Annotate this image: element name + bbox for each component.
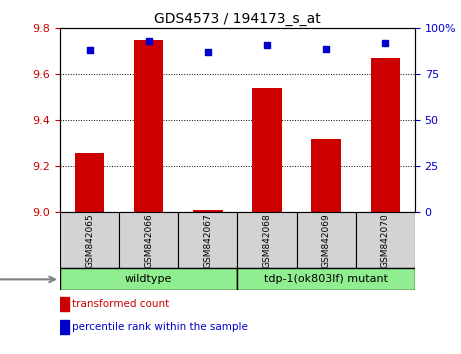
Point [145, 38, 152, 44]
Point [263, 42, 271, 48]
Point [322, 46, 330, 51]
Point [382, 40, 389, 46]
Bar [60, 297, 69, 311]
Point [204, 50, 212, 55]
Bar [296, 212, 356, 268]
Bar [134, 40, 164, 212]
Bar [311, 139, 341, 212]
Bar [252, 88, 282, 212]
Text: GSM842067: GSM842067 [203, 213, 213, 268]
Bar [60, 212, 119, 268]
Bar [75, 153, 104, 212]
Bar [237, 268, 415, 290]
Text: percentile rank within the sample: percentile rank within the sample [72, 322, 248, 332]
Bar [356, 212, 415, 268]
Text: GSM842065: GSM842065 [85, 213, 94, 268]
Text: wildtype: wildtype [125, 274, 172, 284]
Title: GDS4573 / 194173_s_at: GDS4573 / 194173_s_at [154, 12, 321, 26]
Text: GSM842068: GSM842068 [262, 213, 272, 268]
Text: transformed count: transformed count [72, 299, 170, 309]
Bar [371, 58, 400, 212]
Text: tdp-1(ok803lf) mutant: tdp-1(ok803lf) mutant [264, 274, 388, 284]
Point [86, 47, 93, 53]
Text: GSM842070: GSM842070 [381, 213, 390, 268]
Text: GSM842069: GSM842069 [322, 213, 331, 268]
Text: GSM842066: GSM842066 [144, 213, 153, 268]
Bar [193, 210, 223, 212]
Bar [178, 212, 237, 268]
Bar [60, 320, 69, 334]
Bar [237, 212, 296, 268]
Bar [119, 212, 178, 268]
Bar [60, 268, 237, 290]
